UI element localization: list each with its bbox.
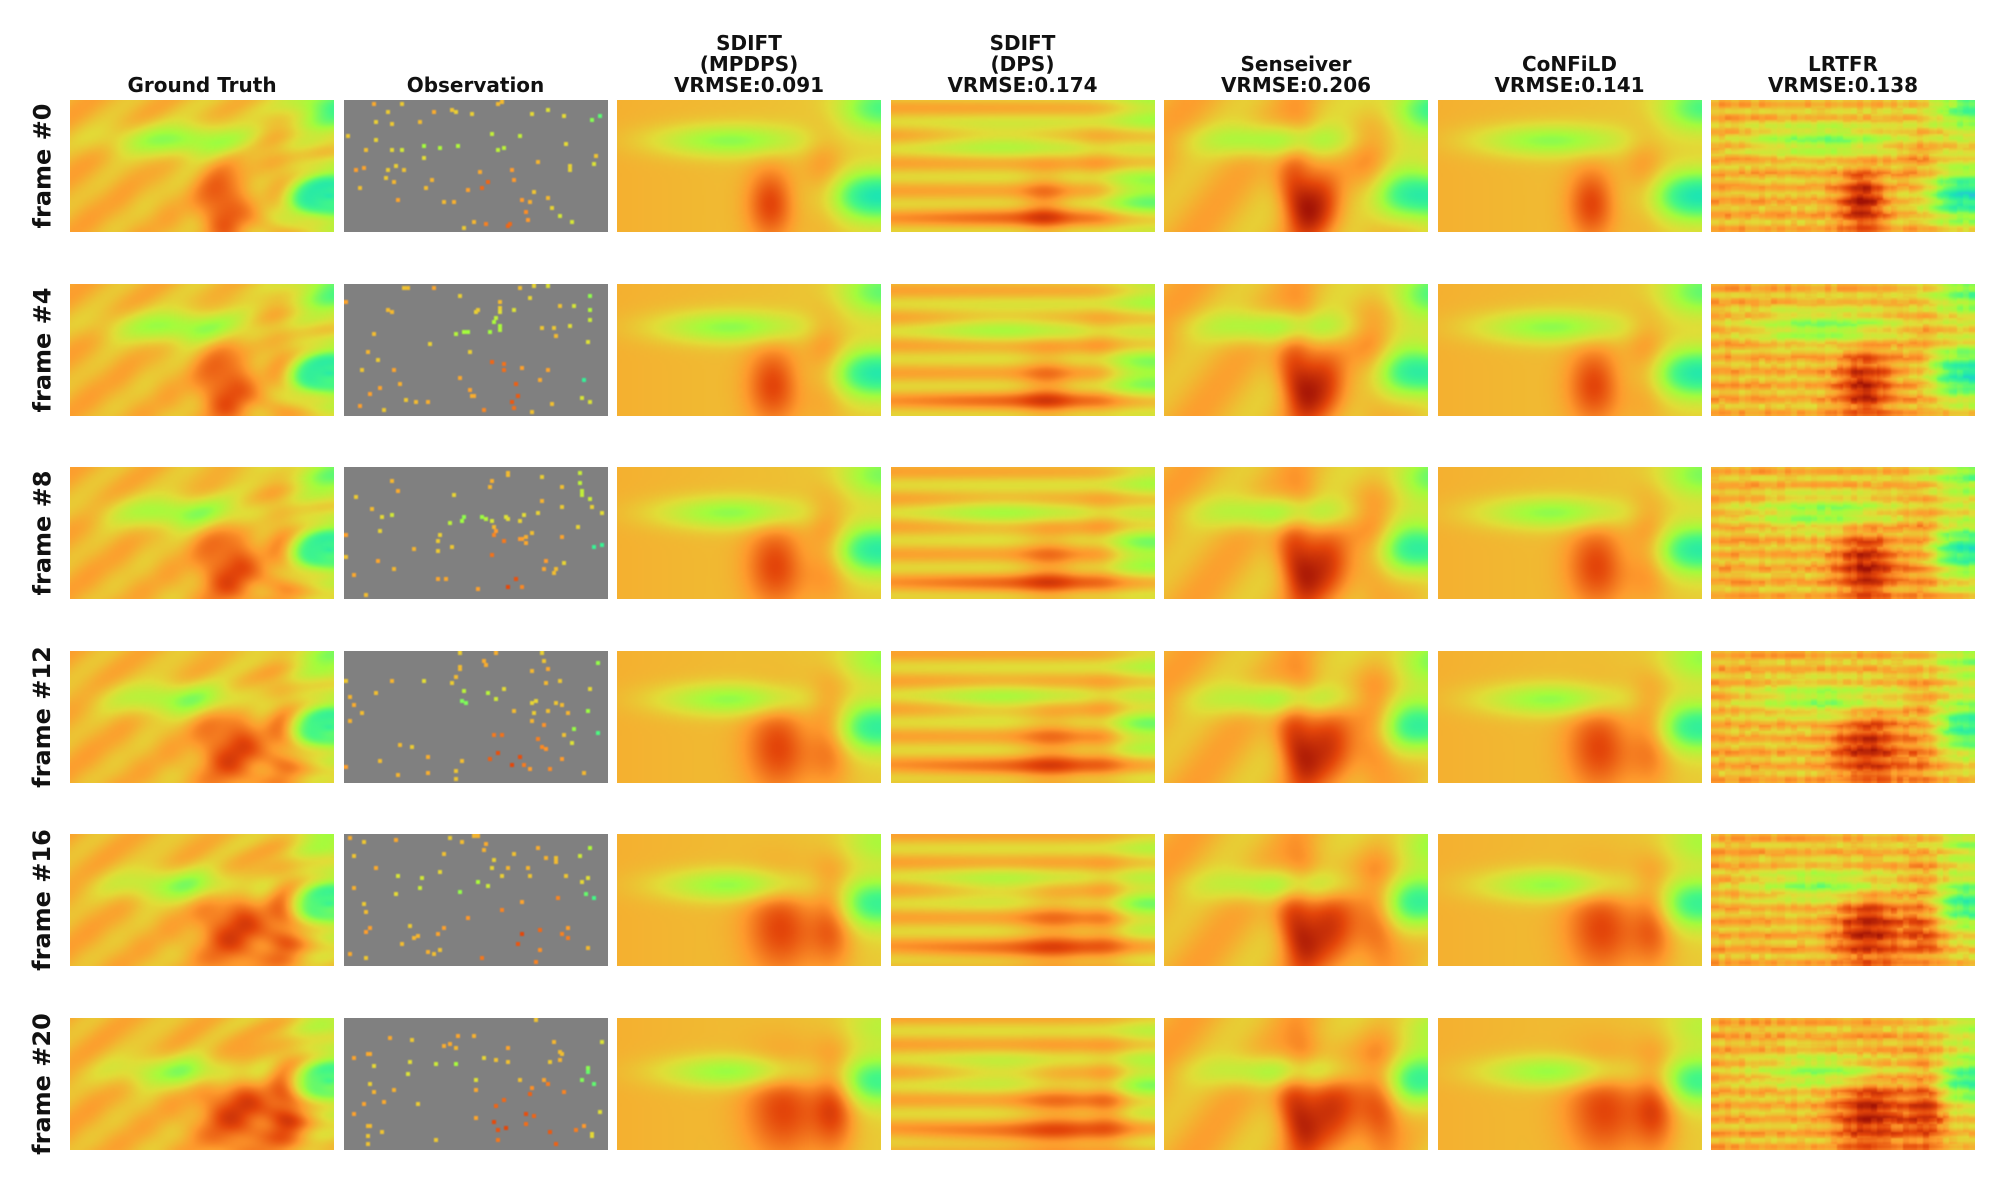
panel-sdift-dps-frame-3: [890, 650, 1155, 783]
panel-senseiver-frame-0: [1164, 100, 1428, 232]
panel-observation-frame-1: [343, 283, 608, 416]
panel-confild-frame-2: [1437, 467, 1702, 599]
panel-sdift-dps-frame-4: [890, 834, 1155, 966]
panel-senseiver-frame-1: [1164, 283, 1428, 416]
panel-ground-truth-frame-1: [70, 283, 334, 416]
panel-senseiver-frame-4: [1164, 834, 1428, 966]
panel-lrtfr-frame-3: [1711, 650, 1975, 783]
panel-senseiver-frame-3: [1164, 650, 1428, 783]
panel-confild-frame-1: [1437, 283, 1702, 416]
panel-ground-truth-frame-5: [70, 1017, 334, 1150]
panel-sdift-dps-frame-0: [890, 100, 1155, 232]
panel-sdift-mpdps-frame-5: [617, 1017, 881, 1150]
column-title-sdift-dps: SDIFT (DPS) VRMSE:0.174: [947, 31, 1098, 97]
panel-ground-truth-frame-2: [70, 467, 334, 599]
panel-observation-frame-3: [343, 650, 608, 783]
row-label-frame-0: frame #0: [27, 103, 56, 229]
panel-senseiver-frame-5: [1164, 1017, 1428, 1150]
column-title-confild: CoNFiLD VRMSE:0.141: [1494, 52, 1645, 97]
row-label-frame-5: frame #20: [27, 1012, 56, 1155]
row-label-frame-2: frame #8: [27, 470, 56, 596]
column-title-lrtfr: LRTFR VRMSE:0.138: [1767, 52, 1919, 97]
panel-confild-frame-0: [1437, 100, 1702, 232]
panel-observation-frame-2: [343, 467, 608, 599]
panel-lrtfr-frame-5: [1711, 1017, 1975, 1150]
panel-lrtfr-frame-4: [1711, 834, 1975, 966]
panel-ground-truth-frame-4: [70, 834, 334, 966]
panel-senseiver-frame-2: [1164, 467, 1428, 599]
panel-sdift-dps-frame-1: [890, 283, 1155, 416]
panel-lrtfr-frame-1: [1711, 283, 1975, 416]
panel-observation-frame-5: [343, 1017, 608, 1150]
panel-sdift-mpdps-frame-4: [617, 834, 881, 966]
row-label-frame-4: frame #16: [27, 829, 56, 971]
panel-sdift-mpdps-frame-3: [617, 650, 881, 783]
panel-sdift-dps-frame-5: [890, 1017, 1155, 1150]
panel-sdift-mpdps-frame-1: [617, 283, 881, 416]
column-title-ground-truth: Ground Truth: [127, 73, 277, 97]
panel-confild-frame-4: [1437, 834, 1702, 966]
panel-observation-frame-4: [343, 834, 608, 966]
panel-sdift-mpdps-frame-2: [617, 467, 881, 599]
row-label-frame-1: frame #4: [27, 287, 56, 412]
panel-ground-truth-frame-3: [70, 650, 334, 783]
panel-sdift-mpdps-frame-0: [617, 100, 881, 232]
panel-observation-frame-0: [343, 100, 608, 232]
panel-confild-frame-3: [1437, 650, 1702, 783]
row-label-frame-3: frame #12: [27, 645, 56, 788]
panel-ground-truth-frame-0: [70, 100, 334, 232]
column-title-observation: Observation: [406, 73, 545, 97]
column-title-sdift-mpdps: SDIFT (MPDPS) VRMSE:0.091: [673, 31, 825, 97]
panel-confild-frame-5: [1437, 1017, 1702, 1150]
panel-lrtfr-frame-0: [1711, 100, 1975, 232]
panel-sdift-dps-frame-2: [890, 467, 1155, 599]
panel-lrtfr-frame-2: [1711, 467, 1975, 599]
column-title-senseiver: Senseiver VRMSE:0.206: [1220, 52, 1372, 97]
